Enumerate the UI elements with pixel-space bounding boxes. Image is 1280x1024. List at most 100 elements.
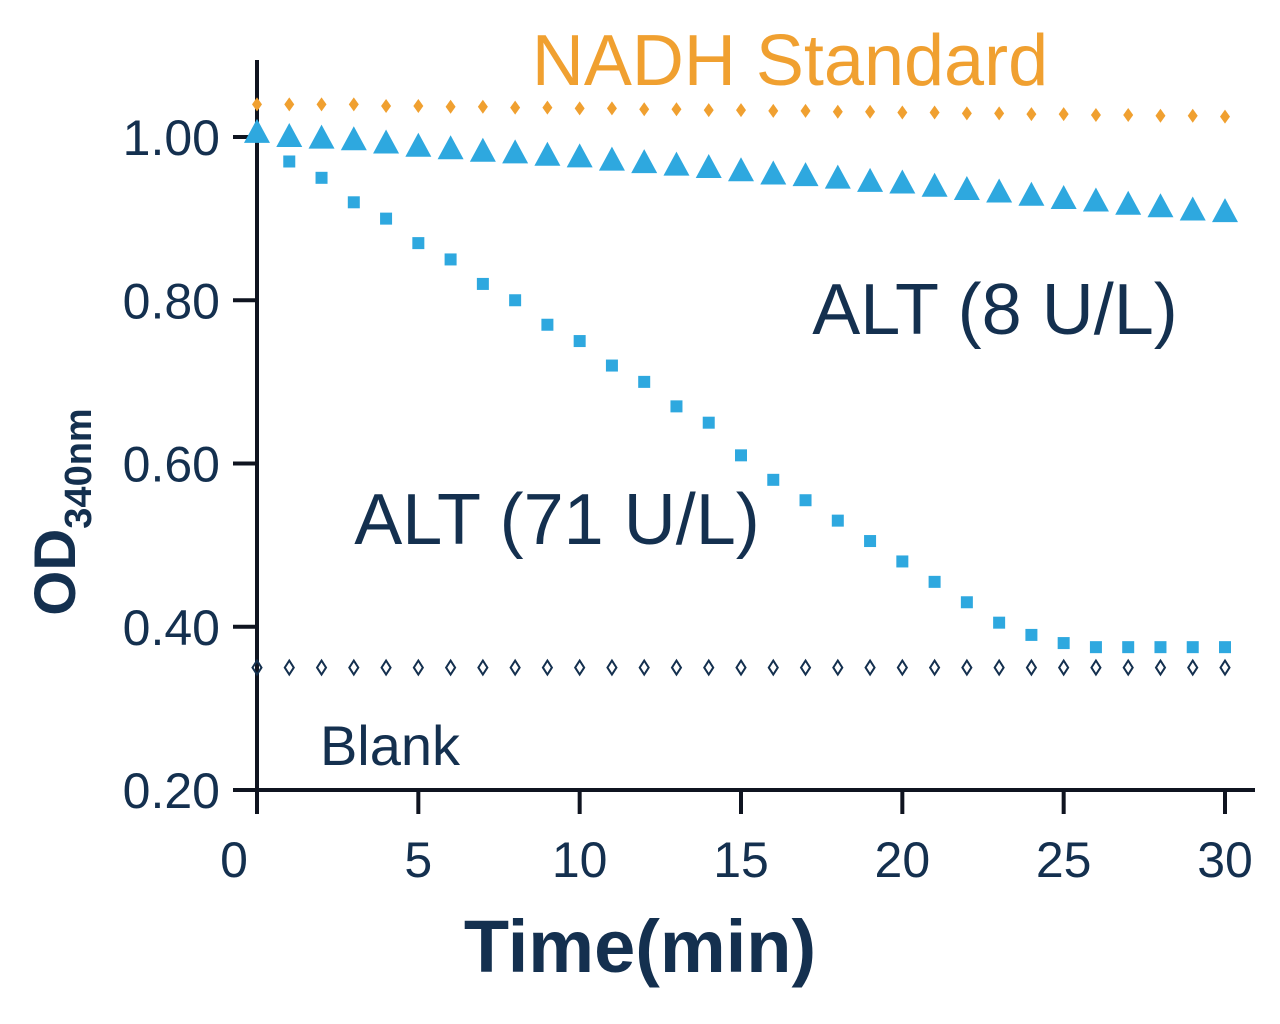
x-tick-label: 25	[1036, 832, 1092, 888]
y-axis-title-main: OD	[23, 529, 88, 616]
nadh-point	[639, 102, 650, 117]
alt71-point	[380, 212, 393, 225]
nadh-point	[736, 103, 746, 118]
alt71-point	[1154, 641, 1167, 654]
nadh-point	[671, 102, 682, 117]
alt8-point	[469, 137, 496, 162]
y-tick-label: 0.40	[123, 600, 220, 656]
alt71-point	[1219, 641, 1231, 654]
alt8-point	[889, 169, 916, 194]
x-tick-label: 30	[1197, 832, 1253, 888]
alt71-point	[1089, 641, 1102, 654]
alt8-point	[631, 149, 658, 174]
blank-point	[961, 658, 973, 677]
blank-point	[1219, 658, 1231, 677]
nadh-point	[316, 97, 327, 112]
blank-point	[283, 658, 295, 677]
alt71-point	[702, 416, 715, 429]
nadh-point	[832, 104, 843, 119]
blank-point	[412, 658, 425, 677]
series-blank	[251, 658, 1231, 677]
alt8-point	[534, 141, 561, 166]
svg-text:OD340nm: OD340nm	[23, 408, 100, 615]
nadh-point	[994, 106, 1005, 121]
alt71-point	[476, 277, 489, 290]
annotation-alt-71: ALT (71 U/L)	[354, 480, 760, 560]
alt8-point	[566, 143, 593, 168]
alt8-point	[1212, 198, 1238, 223]
blank-point	[1090, 658, 1102, 677]
alt71-point	[831, 514, 844, 527]
alt71-point	[1057, 637, 1070, 650]
alt8-point	[1179, 196, 1206, 221]
x-tick-label: 10	[552, 832, 608, 888]
alt8-point	[857, 167, 884, 192]
nadh-point	[413, 98, 424, 113]
alt71-point	[960, 596, 973, 609]
alt8-point	[921, 172, 948, 197]
blank-point	[1154, 658, 1167, 677]
nadh-point	[703, 103, 714, 118]
alt8-point	[824, 164, 851, 189]
alt8-point	[1147, 193, 1174, 218]
x-tick-label: 0	[220, 832, 248, 888]
series-nadh	[252, 97, 1230, 124]
blank-point	[606, 658, 618, 677]
nadh-point	[1155, 108, 1166, 123]
alt71-point	[315, 171, 328, 184]
alt8-point	[340, 126, 367, 151]
alt8-point	[598, 146, 625, 171]
chart-axes: 0 5 10 15 20 25 30 0.20 0.40 0.60 0.80 1.00	[123, 60, 1255, 888]
nadh-point	[252, 97, 262, 112]
blank-point	[251, 658, 263, 677]
blank-point	[928, 658, 941, 677]
alt8-point	[1018, 181, 1045, 206]
nadh-point	[284, 97, 295, 112]
blank-point	[380, 658, 392, 677]
nadh-point	[1026, 107, 1037, 122]
blank-point	[896, 658, 909, 677]
blank-point	[477, 658, 489, 677]
alt8-point	[1082, 187, 1109, 212]
blank-point	[735, 658, 747, 677]
x-tick-label: 20	[875, 832, 931, 888]
alt8-point	[502, 139, 529, 164]
blank-point	[1122, 658, 1134, 677]
alt71-point	[767, 473, 780, 486]
alt71-point	[444, 253, 457, 266]
alt71-point	[638, 375, 651, 388]
alt71-point	[1122, 641, 1135, 654]
nadh-point	[800, 103, 811, 118]
alt8-point	[695, 154, 722, 179]
alt71-point	[896, 555, 909, 568]
blank-point	[638, 658, 650, 677]
alt71-point	[1025, 628, 1038, 641]
alt8-point	[276, 123, 303, 147]
alt71-point	[670, 400, 683, 413]
nadh-point	[865, 104, 876, 119]
blank-point	[670, 658, 683, 677]
alt71-point	[605, 359, 618, 372]
blank-point	[348, 658, 360, 677]
y-tick-label: 0.80	[123, 273, 220, 329]
alt8-point	[792, 162, 819, 187]
alt71-point	[993, 616, 1006, 629]
y-axis-title-subscript: 340nm	[58, 408, 100, 528]
alt71-point	[799, 494, 812, 507]
nadh-point	[929, 105, 940, 120]
nadh-point	[1123, 107, 1134, 122]
alt71-point	[541, 318, 554, 331]
alt8-point	[986, 178, 1013, 203]
nadh-point	[348, 97, 359, 112]
x-tick-label: 15	[713, 832, 769, 888]
alt8-point	[373, 129, 400, 154]
nadh-point	[1187, 108, 1198, 123]
blank-point	[832, 658, 844, 677]
alt71-point	[735, 449, 747, 462]
x-axis-title: Time(min)	[464, 905, 816, 988]
blank-point	[767, 658, 779, 677]
blank-point	[703, 658, 715, 677]
y-axis-title: OD340nm	[23, 408, 100, 615]
nadh-point	[606, 101, 617, 116]
nadh-point	[574, 101, 585, 116]
